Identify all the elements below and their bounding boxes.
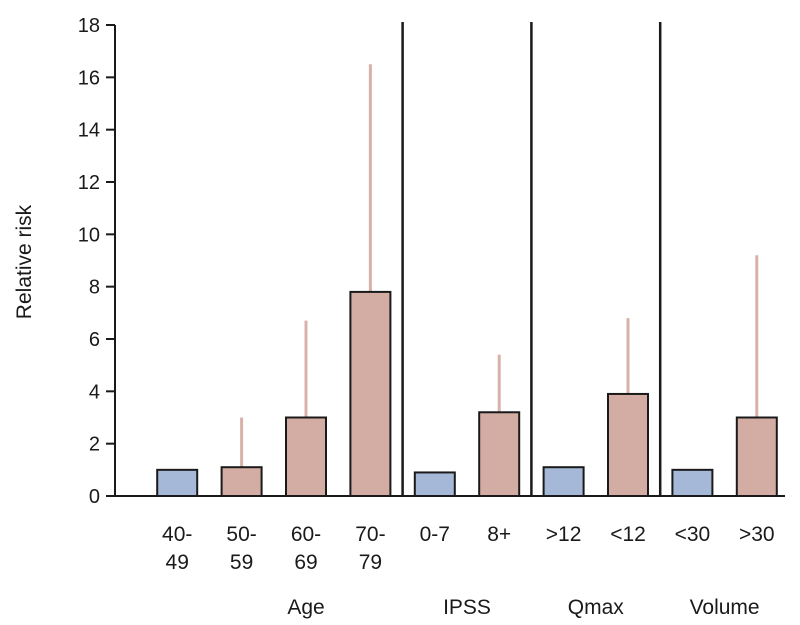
bar xyxy=(156,468,199,498)
x-tick-label: 8+ xyxy=(487,523,511,546)
x-tick-label: 59 xyxy=(230,551,253,574)
y-tick-label: 8 xyxy=(89,277,100,299)
y-tick-label: 18 xyxy=(78,15,100,37)
x-tick-label: 49 xyxy=(166,551,189,574)
group-label: Qmax xyxy=(568,596,625,619)
group-label: Volume xyxy=(690,596,760,619)
x-tick-label: <12 xyxy=(610,523,646,546)
y-tick-label: 12 xyxy=(78,172,100,194)
y-tick-label: 0 xyxy=(89,486,100,508)
y-tick-label: 10 xyxy=(78,224,100,246)
bar xyxy=(671,468,714,498)
x-tick-label: 70- xyxy=(355,523,385,546)
bar xyxy=(478,411,521,497)
x-tick-label: 40- xyxy=(162,523,192,546)
y-tick-label: 6 xyxy=(89,329,100,351)
x-tick-label: >30 xyxy=(739,523,775,546)
x-tick-label: 79 xyxy=(359,551,382,574)
bar xyxy=(542,466,585,498)
bar xyxy=(735,416,778,497)
x-tick-label: 50- xyxy=(226,523,256,546)
bar xyxy=(607,392,649,498)
x-tick-label: 60- xyxy=(291,523,321,546)
y-tick-label: 14 xyxy=(78,120,100,142)
plot-area: 0 2 4 6 8 10 12 14 16 18 40- 49 50- 59 60- 69 70- 79 0-7 8+… xyxy=(78,15,785,619)
x-tick-label: <30 xyxy=(675,523,711,546)
x-tick-label: 69 xyxy=(294,551,317,574)
bar xyxy=(413,471,456,498)
bar xyxy=(285,416,327,497)
x-tick-label: >12 xyxy=(546,523,582,546)
bar xyxy=(349,290,392,497)
x-tick-label: 0-7 xyxy=(420,523,450,546)
y-tick-label: 2 xyxy=(89,434,100,456)
y-tick-label: 16 xyxy=(78,67,100,89)
y-tick-label: 4 xyxy=(89,381,100,403)
bar xyxy=(220,466,263,498)
group-label: Age xyxy=(287,596,324,619)
group-label: IPSS xyxy=(443,596,491,619)
y-axis-label: Relative risk xyxy=(13,204,36,319)
